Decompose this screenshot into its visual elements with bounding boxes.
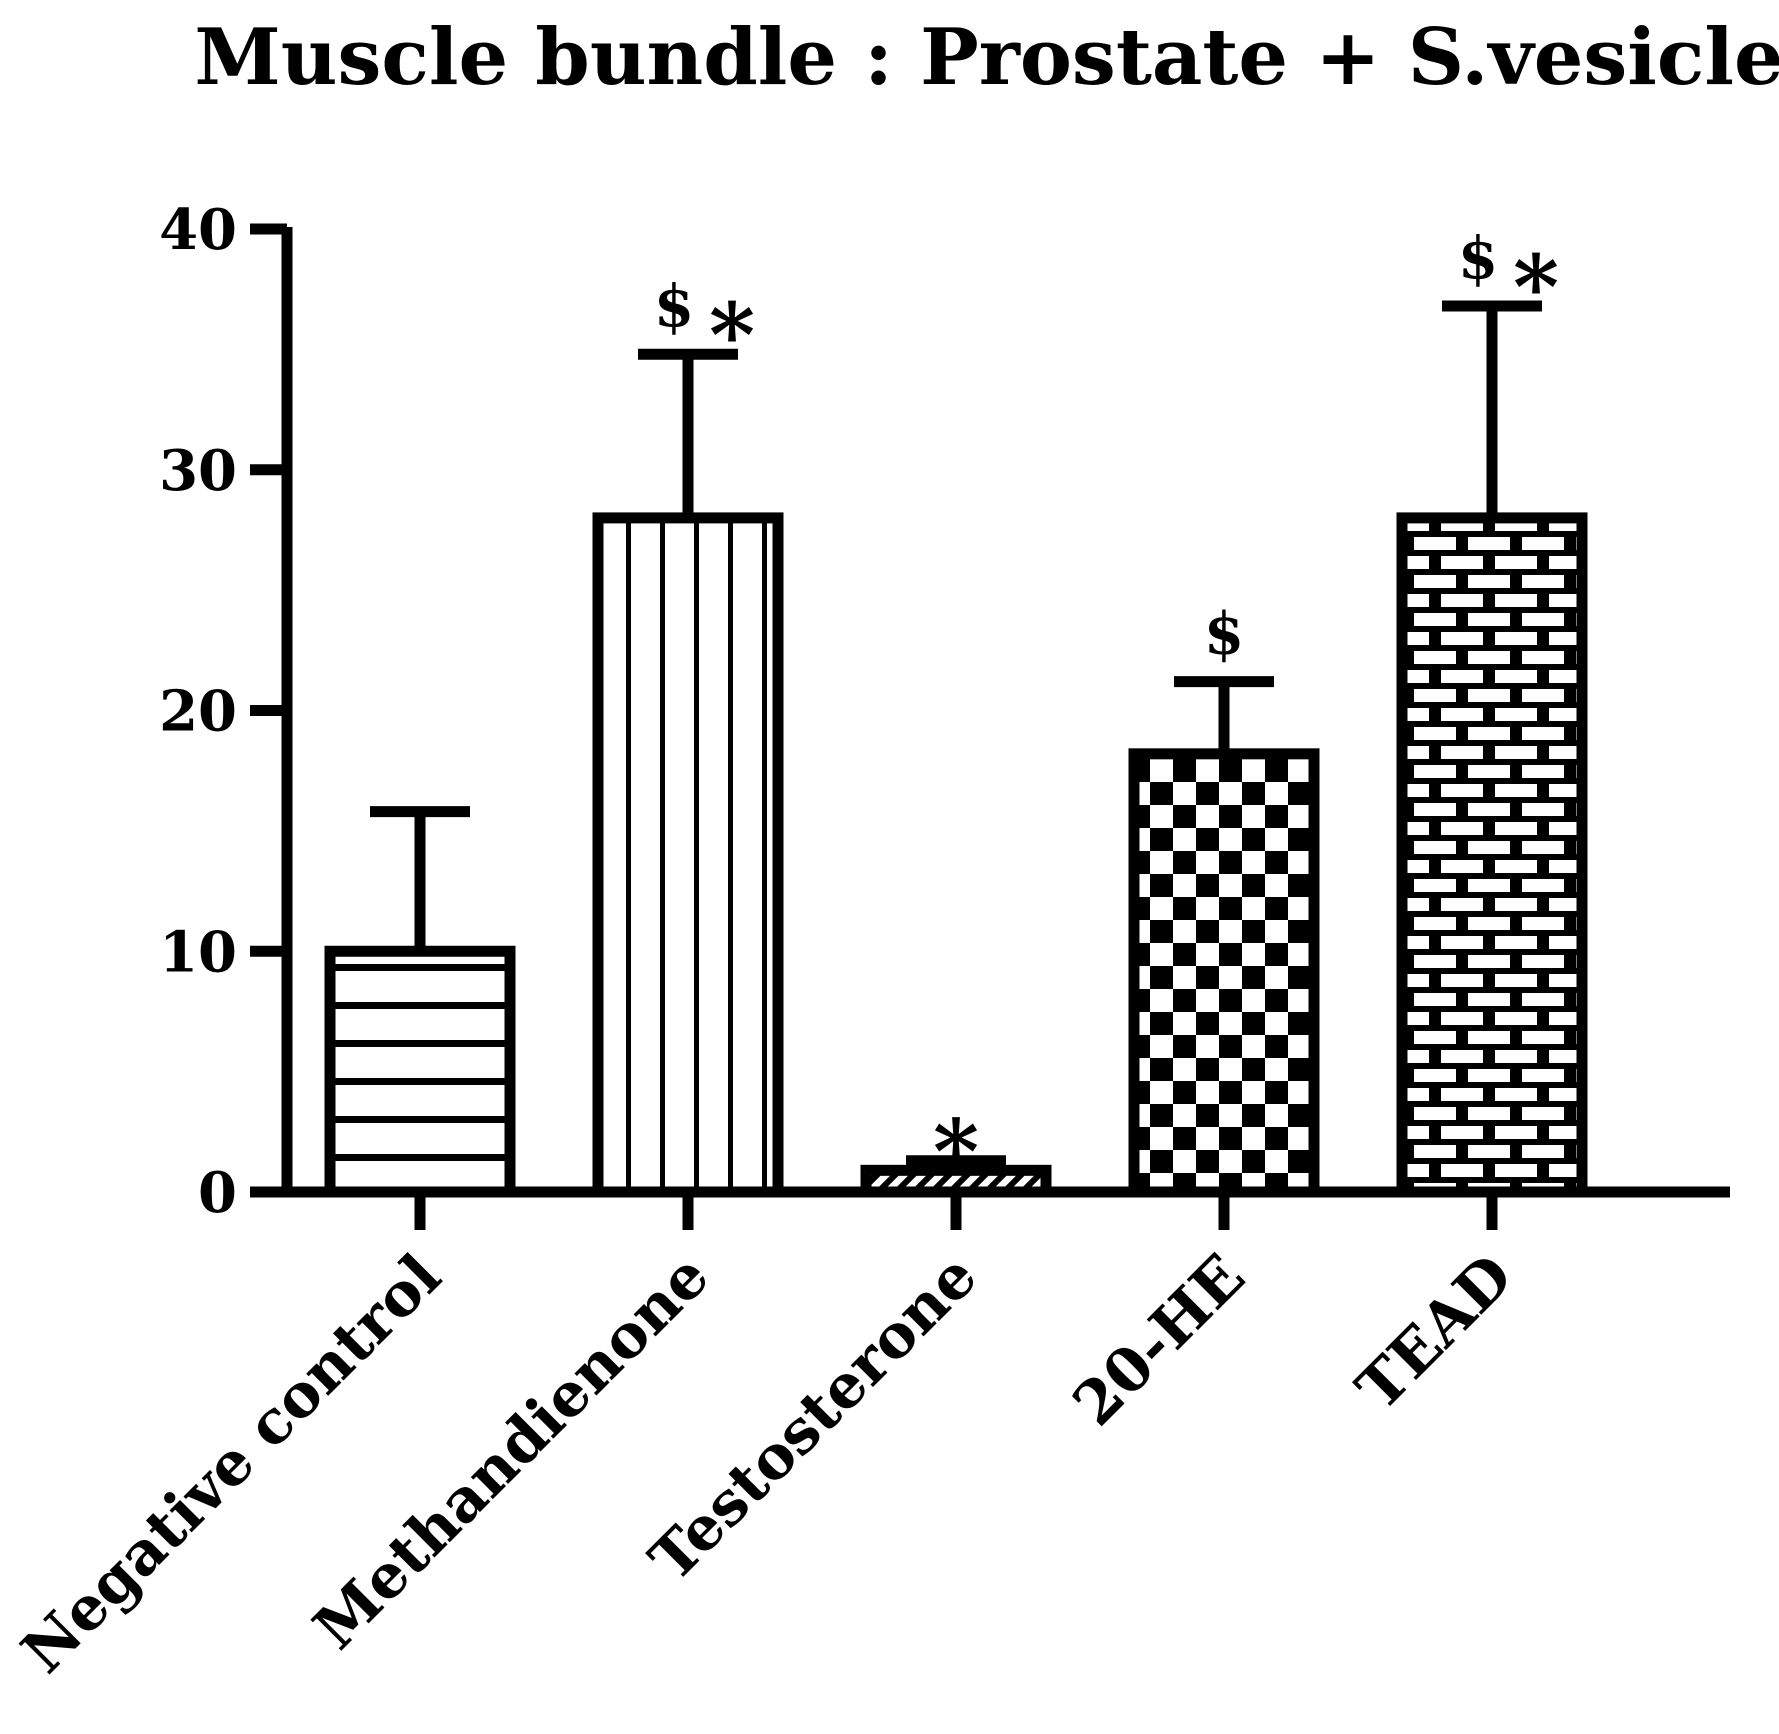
significance-star: * xyxy=(933,1100,979,1204)
y-tick-label: 30 xyxy=(159,438,237,504)
y-tick-label: 40 xyxy=(159,197,237,263)
x-category-label: TEAD xyxy=(1343,1241,1526,1424)
significance-dollar: $ xyxy=(654,272,694,340)
significance-dollar: $ xyxy=(1204,600,1244,668)
chart-title: Muscle bundle : Prostate + S.vesicles xyxy=(194,12,1779,103)
y-tick-label: 20 xyxy=(159,679,237,745)
bar xyxy=(1396,512,1588,1198)
x-category-label: 20-HE xyxy=(1060,1241,1259,1440)
significance-star: * xyxy=(1513,235,1559,339)
bar xyxy=(592,512,784,1198)
bar xyxy=(1128,748,1320,1198)
y-tick-label: 0 xyxy=(198,1160,237,1226)
significance-star: * xyxy=(709,283,755,387)
significance-dollar: $ xyxy=(1458,224,1498,292)
bar xyxy=(324,945,516,1198)
y-tick-label: 10 xyxy=(159,919,237,985)
